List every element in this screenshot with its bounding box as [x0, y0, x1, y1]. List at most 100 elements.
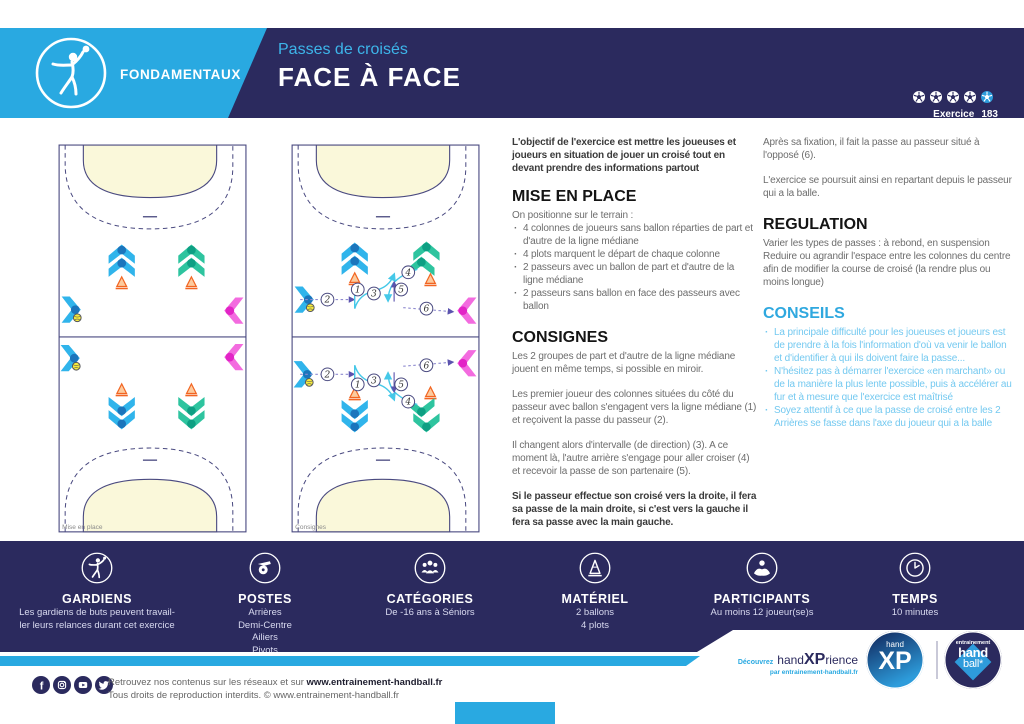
- discover-block: Découvrez handXPrience par entrainement-h…: [700, 651, 858, 676]
- info-line: ler leurs relances durant cet exercice: [19, 619, 175, 631]
- group-icon: [413, 551, 447, 585]
- brand-name: FONDAMENTAUX: [120, 67, 241, 82]
- info-materiel: MATÉRIEL 2 ballons 4 plots: [505, 551, 685, 631]
- info-line: 2 ballons: [575, 607, 615, 618]
- discover-rience: rience: [825, 653, 858, 667]
- heading-conseils: CONSEILS: [763, 305, 845, 322]
- info-line: Ailiers: [252, 632, 278, 643]
- suite-paragraph: L'exercice se poursuit ainsi en repartan…: [763, 175, 1012, 199]
- info-line: 4 plots: [581, 619, 609, 631]
- conseils-bullets: La principale difficulté pour les joueus…: [763, 326, 1015, 430]
- svg-text:2: 2: [324, 296, 331, 306]
- svg-text:5: 5: [398, 380, 404, 390]
- social-links: f: [32, 676, 113, 694]
- setup-bullet: 4 colonnes de joueurs sans ballon répart…: [514, 222, 757, 248]
- diagram-label: Mise en place: [62, 524, 103, 531]
- regulation-line: Reduire ou agrandir l'espace entre les c…: [763, 251, 1011, 288]
- info-participants: PARTICIPANTS Au moins 12 joueur(se)s: [672, 551, 852, 619]
- facebook-icon[interactable]: f: [32, 676, 50, 694]
- svg-text:3: 3: [371, 376, 377, 386]
- heading-mise-en-place: MISE EN PLACE: [512, 188, 637, 205]
- consignes-paragraph: Les 2 groupes de part et d'autre de la l…: [512, 351, 736, 375]
- exercise-label: Exercice: [933, 109, 975, 120]
- footer-line-2: Tous droits de reproduction interdits. ©…: [108, 690, 400, 701]
- info-line: Les gardiens de buts peuvent travail-: [19, 607, 175, 618]
- text-column-left: L'objectif de l'exercice est mettre les …: [512, 136, 757, 541]
- svg-text:1: 1: [355, 286, 361, 296]
- svg-text:3: 3: [371, 290, 377, 300]
- info-title: TEMPS: [892, 592, 938, 606]
- hb-logo-mid: hand: [958, 645, 988, 660]
- court-diagram-instructions: 2 1 3 4 5 6: [286, 140, 480, 546]
- exercise-number: Exercice 183: [933, 109, 998, 120]
- svg-text:4: 4: [404, 268, 411, 278]
- movement-arrows-top: 2 1 3 4 5 6: [300, 265, 455, 316]
- suite-paragraph: Après sa fixation, il fait la passe au p…: [763, 137, 980, 161]
- footer-text: Retrouvez nos contenus sur les réseaux e…: [108, 676, 442, 702]
- svg-text:6: 6: [424, 305, 430, 315]
- heading-regulation: REGULATION: [763, 216, 868, 233]
- hb-logo-bottom: ball*: [963, 658, 983, 670]
- info-title: CATÉGORIES: [386, 592, 474, 606]
- info-postes: POSTES Arrières Demi-Centre Ailiers Pivo…: [175, 551, 355, 656]
- player-icon: [745, 551, 779, 585]
- info-line: 10 minutes: [891, 607, 939, 618]
- info-title: GARDIENS: [62, 592, 132, 606]
- info-line: Pivots: [252, 644, 278, 656]
- info-gardiens: GARDIENS Les gardiens de buts peuvent tr…: [7, 551, 187, 631]
- discover-byline: par entrainement-handball.fr: [769, 669, 858, 676]
- info-bar: GARDIENS Les gardiens de buts peuvent tr…: [0, 541, 1024, 652]
- header-brand-panel: [0, 28, 267, 118]
- footer-website-url[interactable]: www.entrainement-handball.fr: [306, 677, 443, 688]
- info-temps: TEMPS 10 minutes: [825, 551, 1005, 619]
- exercise-title: FACE À FACE: [278, 62, 461, 92]
- movement-arrows-bottom: 2 1 3 4 5 6: [300, 358, 455, 409]
- svg-text:4: 4: [404, 398, 411, 408]
- info-line: Au moins 12 joueur(se)s: [710, 607, 814, 618]
- diagram-label: Consignes: [295, 524, 327, 531]
- info-line: Arrières: [248, 607, 282, 618]
- handxp-logo-top: hand: [886, 640, 904, 649]
- footer-line-1: Retrouvez nos contenus sur les réseaux e…: [108, 676, 442, 689]
- exercise-number-value: 183: [981, 109, 998, 120]
- header: FONDAMENTAUX Passes de croisés FACE À FA…: [0, 28, 1024, 120]
- goalkeeper-icon: [80, 551, 114, 585]
- info-categories: CATÉGORIES De -16 ans à Séniors: [340, 551, 520, 619]
- text-column-right: Après sa fixation, il fait la passe au p…: [763, 136, 1015, 442]
- objective-text: L'objectif de l'exercice est mettre les …: [512, 137, 736, 174]
- youtube-icon[interactable]: [74, 676, 92, 694]
- conseil-bullet: La principale difficulté pour les joueus…: [765, 326, 1015, 365]
- svg-text:5: 5: [398, 286, 404, 296]
- handxp-logo-main: XP: [878, 647, 912, 675]
- twitter-icon[interactable]: [95, 676, 113, 694]
- conseil-bullet: N'hésitez pas à démarrer l'exercice «en …: [765, 365, 1015, 404]
- consignes-paragraph: Les premier joueur des colonnes situées …: [512, 389, 757, 426]
- info-line: Demi-Centre: [238, 619, 292, 631]
- handxp-logo[interactable]: hand XP: [866, 631, 924, 689]
- cone-icon: [578, 551, 612, 585]
- footer-line-1-text: Retrouvez nos contenus sur les réseaux e…: [108, 677, 307, 688]
- consignes-key-point: Si le passeur effectue son croisé vers l…: [512, 491, 757, 528]
- clock-icon: [898, 551, 932, 585]
- svg-text:1: 1: [355, 380, 361, 390]
- footer-accent-stripe: [0, 656, 700, 666]
- players-top-half: [61, 244, 244, 324]
- instagram-icon[interactable]: [53, 676, 71, 694]
- setup-intro: On positionne sur le terrain :: [512, 210, 634, 221]
- info-title: POSTES: [238, 592, 292, 606]
- regulation-line: Varier les types de passes : à rebond, e…: [763, 238, 990, 249]
- entrainement-handball-logo[interactable]: entrainement hand ball*: [944, 631, 1002, 689]
- info-line: De -16 ans à Séniors: [385, 607, 475, 618]
- whistle-icon: [248, 551, 282, 585]
- setup-bullet: 4 plots marquent le départ de chaque col…: [514, 248, 757, 261]
- logo-separator: [936, 641, 938, 679]
- difficulty-rating-icons: [912, 90, 998, 104]
- heading-consignes: CONSIGNES: [512, 329, 609, 346]
- discover-hand: hand: [777, 653, 804, 667]
- consignes-paragraph: Il changent alors d'intervalle (de direc…: [512, 440, 750, 477]
- exercise-category: Passes de croisés: [278, 41, 408, 58]
- conseil-bullet: Soyez attentif à ce que la passe de croi…: [765, 404, 1015, 430]
- discover-xp: XP: [803, 651, 826, 668]
- svg-text:f: f: [40, 681, 44, 693]
